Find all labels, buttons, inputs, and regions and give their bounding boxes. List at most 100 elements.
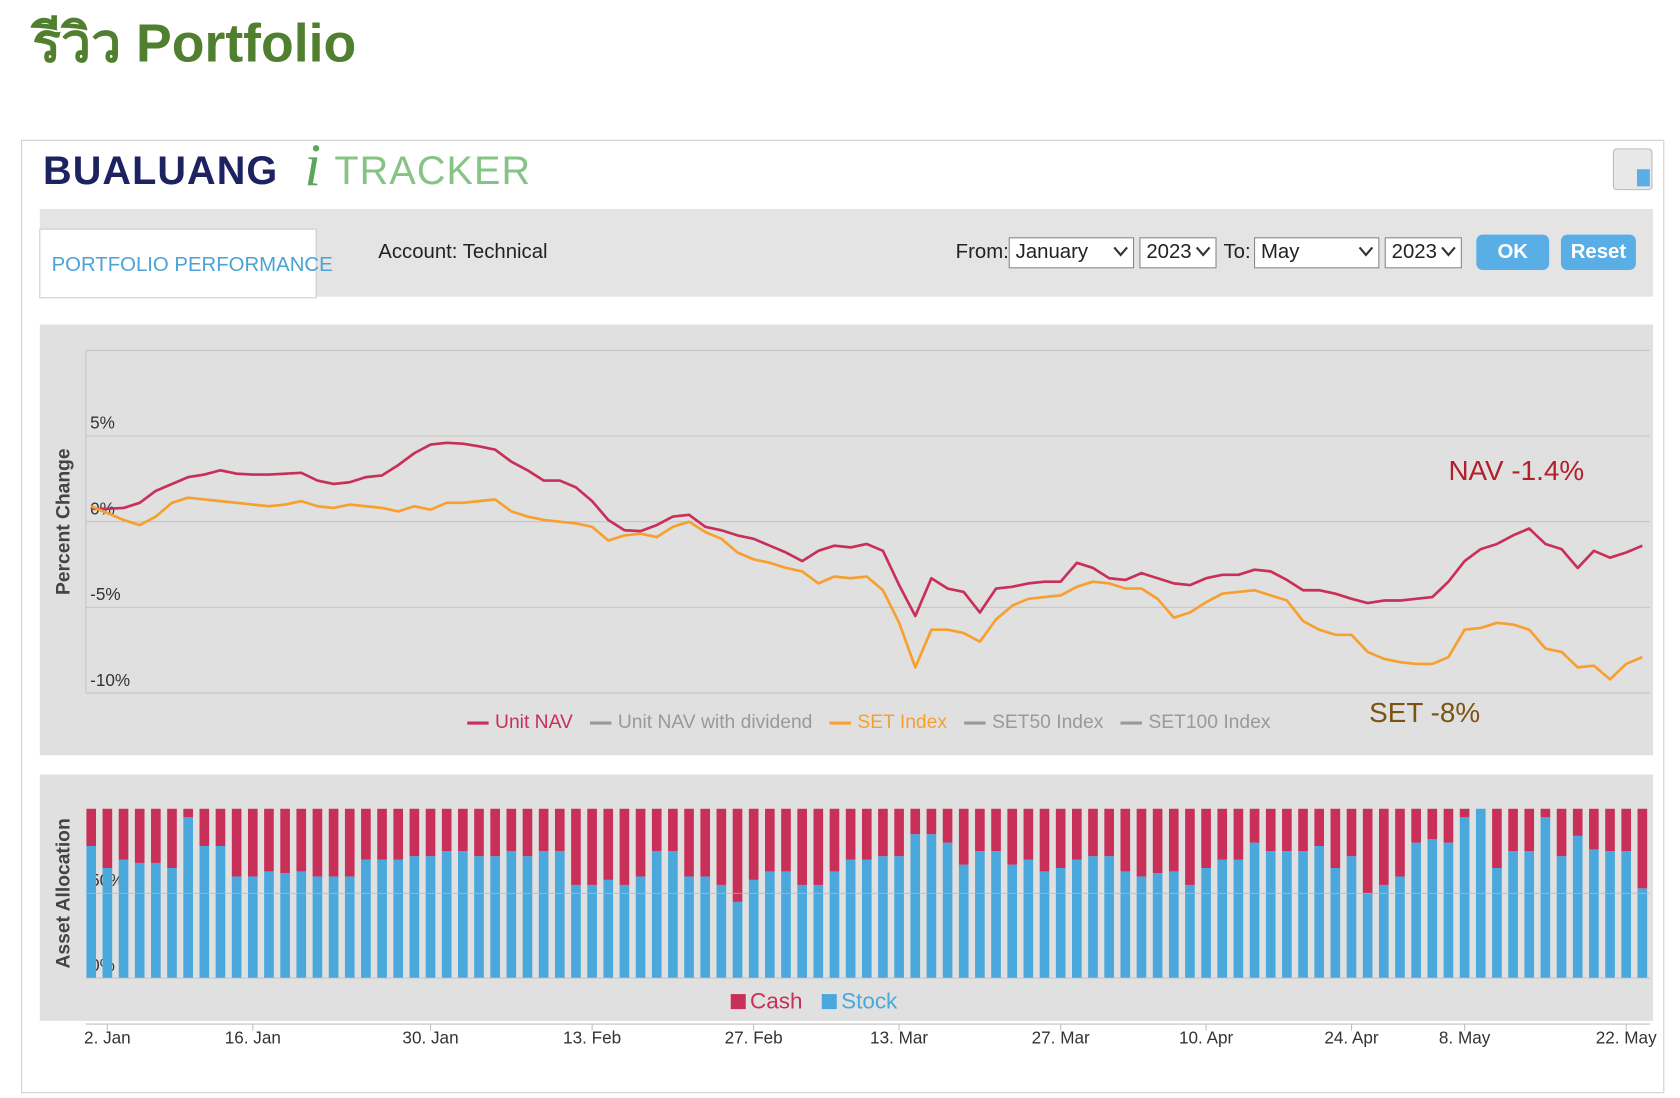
bar-segment (1298, 851, 1308, 979)
bar-segment (506, 851, 517, 979)
bar-segment (102, 808, 113, 869)
bar-segment (377, 808, 387, 860)
bar-segment (1233, 859, 1244, 979)
bar-segment (344, 876, 355, 979)
bar-segment (668, 851, 678, 979)
info-icon-badge (1636, 169, 1650, 187)
bar-segment (1556, 808, 1567, 857)
bar-segment (1508, 851, 1518, 979)
bar-segment (1330, 808, 1341, 869)
bar-segment (458, 808, 468, 852)
bar-segment (361, 859, 371, 979)
bar-segment (1330, 868, 1341, 979)
bar-segment (1572, 808, 1583, 836)
bar-segment (1443, 842, 1454, 979)
bar-segment (296, 808, 307, 872)
bar-segment (1023, 859, 1034, 979)
to-year-select[interactable] (1384, 237, 1462, 269)
bar-segment (926, 808, 937, 835)
bar-segment (1120, 871, 1131, 979)
legend-label: Unit NAV (495, 712, 573, 733)
bar-segment (554, 808, 565, 852)
bar-segment (765, 871, 775, 979)
bar-segment (571, 808, 581, 885)
bar-segment (1589, 849, 1599, 979)
bar-segment (1459, 817, 1470, 979)
bar-segment (361, 808, 371, 860)
bar-segment (118, 859, 129, 979)
bar-segment (199, 846, 210, 979)
bar-segment (1395, 808, 1405, 877)
bar-segment (264, 871, 274, 979)
x-tick-label: 27. Mar (1032, 1028, 1090, 1048)
bar-segment (797, 808, 807, 885)
bar-segment (1201, 808, 1211, 869)
bar-segment (635, 876, 646, 979)
bar-segment (845, 808, 856, 860)
bar-segment (522, 808, 533, 857)
bar-segment (878, 856, 888, 979)
logo-right: TRACKER (334, 149, 531, 193)
reset-button[interactable] (1560, 234, 1636, 270)
bar-segment (861, 808, 872, 860)
bar-segment (344, 808, 355, 877)
bar-segment (280, 873, 290, 979)
x-tick-label: 30. Jan (402, 1028, 458, 1048)
bar-segment (1055, 808, 1066, 869)
bar-segment (134, 808, 145, 863)
legend-label: SET100 Index (1148, 712, 1270, 733)
bar-segment (1152, 808, 1163, 874)
bar-segment (1540, 808, 1551, 818)
bar-segment (441, 808, 452, 852)
to-month-select[interactable] (1254, 237, 1380, 269)
bar-segment (393, 859, 404, 979)
bar-segment (1427, 808, 1438, 840)
y-axis-label: Percent Change (54, 448, 75, 595)
bar-segment (1185, 884, 1195, 979)
bar-segment (1136, 876, 1147, 979)
dropdown-arrow (1441, 246, 1456, 257)
ok-button[interactable] (1476, 234, 1550, 270)
to-month: May (1261, 241, 1300, 263)
from-month: January (1016, 241, 1089, 263)
bar-segment (894, 808, 904, 857)
bar-segment (1524, 851, 1535, 979)
from-month-select[interactable] (1008, 237, 1135, 269)
tab[interactable] (39, 228, 317, 299)
bar-segment (1039, 808, 1050, 872)
bar-segment (975, 851, 985, 979)
bar-segment (1395, 876, 1405, 979)
bar-segment (538, 851, 549, 979)
bar-segment (732, 808, 743, 902)
bar-segment (668, 808, 678, 852)
bar-segment (1621, 851, 1632, 979)
bar-segment (199, 808, 210, 847)
from-label: From: (956, 241, 1009, 263)
bar-segment (1265, 851, 1276, 979)
line-chart-bg (39, 324, 1654, 756)
bar-segment (781, 871, 791, 979)
bar-segment (1185, 808, 1195, 885)
tab-label: PORTFOLIO PERFORMANCE (52, 254, 333, 276)
bar-segment (490, 856, 500, 979)
bar-segment (1556, 856, 1567, 979)
x-tick-label: 2. Jan (84, 1028, 131, 1048)
bar-segment (1314, 846, 1325, 979)
bar-segment (1346, 856, 1357, 979)
bar-segment (1072, 859, 1082, 979)
bar-segment (1411, 842, 1421, 979)
page-title: รีวิว Portfolio (30, 14, 356, 73)
bar-segment (1055, 868, 1066, 979)
bar-segment (1540, 817, 1551, 979)
x-tick-label: 24. Apr (1324, 1028, 1379, 1048)
bar-segment (231, 876, 242, 979)
bar-segment (651, 808, 662, 852)
x-tick-label: 8. May (1439, 1028, 1491, 1048)
bar-segment (1201, 868, 1211, 979)
bar-segment (167, 868, 177, 979)
from-year-select[interactable] (1139, 237, 1217, 269)
bar-segment (1379, 808, 1389, 885)
bar-segment (748, 808, 759, 880)
bar-segment (86, 808, 97, 847)
ok-label: OK (1497, 241, 1528, 263)
